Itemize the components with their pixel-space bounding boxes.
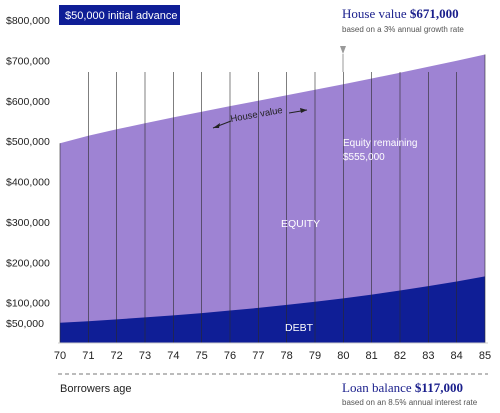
- loan-balance-note: based on an 8.5% annual interest rate: [342, 398, 478, 407]
- x-tick-label: 71: [82, 350, 94, 362]
- age-80-marker-icon: [340, 46, 346, 54]
- x-tick-label: 78: [281, 350, 293, 362]
- y-tick-label: $200,000: [6, 257, 50, 269]
- y-tick-label: $600,000: [6, 96, 50, 108]
- x-tick-label: 76: [224, 350, 236, 362]
- y-tick-label: $50,000: [6, 318, 44, 330]
- x-tick-label: 84: [451, 350, 463, 362]
- debt-area: [60, 276, 485, 343]
- equity-label: EQUITY: [281, 218, 320, 230]
- equity-area: [60, 54, 485, 343]
- x-tick-label: 81: [366, 350, 378, 362]
- x-tick-label: 72: [111, 350, 123, 362]
- y-tick-label: $500,000: [6, 136, 50, 148]
- loan-balance-title: Loan balance $117,000: [342, 380, 463, 395]
- x-tick-label: 75: [196, 350, 208, 362]
- advance-badge: [59, 5, 180, 25]
- equity-remaining-value: $555,000: [343, 152, 385, 163]
- x-tick-label: 83: [422, 350, 434, 362]
- x-axis-title: Borrowers age: [60, 383, 132, 395]
- house-value-note: based on a 3% annual growth rate: [342, 25, 464, 34]
- y-tick-label: $300,000: [6, 217, 50, 229]
- x-tick-label: 85: [479, 350, 491, 362]
- y-axis-ticks: $50,000 $100,000 $200,000 $300,000 $400,000 $…: [6, 15, 50, 330]
- y-tick-label: $400,000: [6, 177, 50, 189]
- x-tick-label: 77: [252, 350, 264, 362]
- x-axis-ticks: 70 71 72 73 74 75 76 77 78 79 80 81 82 83 84 85: [54, 350, 491, 362]
- x-tick-label: 80: [337, 350, 349, 362]
- x-tick-label: 73: [139, 350, 151, 362]
- x-tick-label: 70: [54, 350, 66, 362]
- y-tick-label: $100,000: [6, 298, 50, 310]
- house-value-title: House value $671,000: [342, 6, 459, 21]
- x-tick-label: 82: [394, 350, 406, 362]
- y-tick-label: $800,000: [6, 15, 50, 27]
- x-tick-label: 74: [167, 350, 179, 362]
- advance-badge-text: $50,000 initial advance: [65, 10, 178, 22]
- age-gridlines: [59, 54, 486, 343]
- y-tick-label: $700,000: [6, 56, 50, 68]
- debt-label: DEBT: [285, 322, 314, 334]
- equity-remaining-label: Equity remaining: [343, 138, 417, 149]
- x-tick-label: 79: [309, 350, 321, 362]
